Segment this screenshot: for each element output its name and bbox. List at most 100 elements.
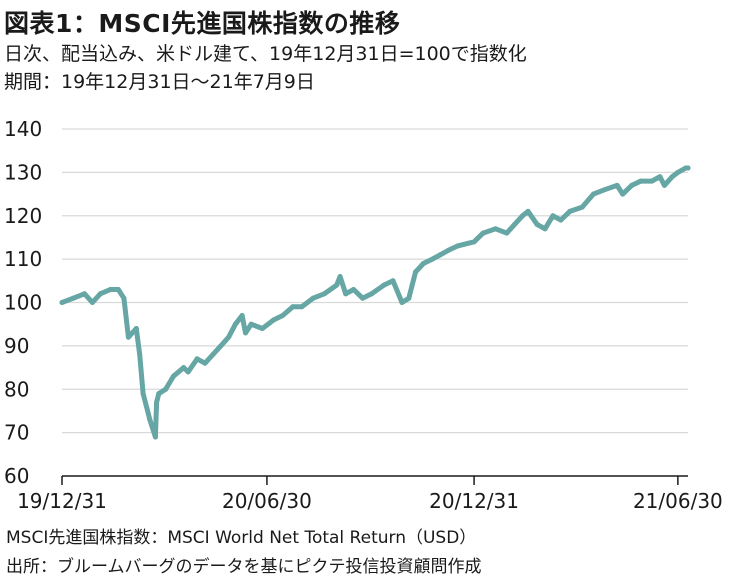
data-point <box>202 360 208 366</box>
data-point <box>115 287 121 292</box>
chart-title: 図表1：MSCI先進国株指数の推移 <box>4 9 401 38</box>
x-tick-label-2: 20/12/31 <box>429 489 519 513</box>
y-tick-label-120: 120 <box>4 204 42 228</box>
data-point <box>399 300 405 305</box>
data-point <box>512 221 518 227</box>
data-point <box>140 391 146 397</box>
line-chart: 60 70 80 90 100 110 120 130 140 19/12/31 20/06/30… <box>4 117 723 513</box>
chart-subtitle-period: 期間：19年12月31日～21年7月9日 <box>4 71 315 93</box>
data-point <box>243 330 248 336</box>
data-point <box>337 274 343 279</box>
data-point <box>125 334 131 340</box>
data-point <box>471 239 477 245</box>
data-point <box>657 174 663 180</box>
data-point <box>504 230 510 236</box>
data-point <box>445 247 451 253</box>
data-point <box>360 295 366 301</box>
data-point <box>381 282 387 288</box>
data-point <box>321 291 327 297</box>
data-point <box>454 243 460 249</box>
data-point <box>152 434 158 440</box>
data-point <box>194 356 200 362</box>
data-point <box>638 178 644 184</box>
data-point <box>590 191 596 197</box>
data-point <box>299 304 305 310</box>
series-layer <box>59 165 691 440</box>
data-point <box>145 408 151 414</box>
data-point <box>280 313 286 318</box>
x-tick-label-1: 20/06/30 <box>222 489 312 513</box>
data-point <box>525 208 531 214</box>
data-point <box>369 291 375 297</box>
data-point <box>163 386 169 392</box>
data-point <box>493 226 498 232</box>
data-point <box>629 182 635 188</box>
data-point <box>310 295 316 301</box>
data-point <box>82 291 87 297</box>
x-axis: 19/12/31 20/06/30 20/12/31 21/06/30 <box>17 475 723 513</box>
index-definition-note: MSCI先進国株指数：MSCI World Net Total Return（U… <box>6 528 477 548</box>
data-point <box>480 230 486 236</box>
data-point <box>542 226 548 232</box>
data-point <box>534 221 540 227</box>
data-point <box>413 269 418 275</box>
source-note: 出所：ブルームバーグのデータを基にピクテ投信投資顧問作成 <box>6 557 482 577</box>
data-point <box>121 295 127 301</box>
data-point <box>181 365 187 371</box>
data-point <box>154 399 160 405</box>
data-point <box>437 252 443 258</box>
data-point <box>59 300 65 305</box>
x-tick-label-3: 21/06/30 <box>633 489 723 513</box>
data-point <box>602 187 608 193</box>
y-tick-label-130: 130 <box>4 160 42 184</box>
data-point <box>259 326 265 331</box>
data-point <box>661 182 667 188</box>
grid-lines <box>62 128 688 434</box>
data-point <box>334 282 340 288</box>
data-point <box>343 291 349 297</box>
x-tick-label-0: 19/12/31 <box>17 489 107 513</box>
data-point <box>649 178 655 184</box>
data-point <box>685 165 691 171</box>
data-point <box>137 352 143 358</box>
data-point <box>171 373 176 379</box>
data-point <box>290 304 296 310</box>
data-point <box>97 291 103 297</box>
data-point <box>218 343 224 349</box>
data-point <box>520 213 525 219</box>
data-point <box>620 191 626 197</box>
data-point <box>614 182 620 188</box>
y-tick-label-90: 90 <box>4 334 29 358</box>
y-tick-label-100: 100 <box>4 291 42 315</box>
data-point <box>271 317 277 323</box>
data-point <box>669 174 675 180</box>
y-tick-label-80: 80 <box>4 377 29 401</box>
data-point <box>579 204 585 210</box>
chart-subtitle-basis: 日次、配当込み、米ドル建て、19年12月31日=100で指数化 <box>4 43 527 65</box>
data-point <box>232 321 238 327</box>
data-point <box>70 295 76 301</box>
data-point <box>239 313 245 318</box>
data-point <box>156 391 162 397</box>
data-point <box>107 287 113 292</box>
data-point <box>147 417 153 423</box>
y-tick-label-60: 60 <box>4 464 29 488</box>
y-axis: 60 70 80 90 100 110 120 130 140 <box>4 117 42 488</box>
y-tick-label-140: 140 <box>4 117 42 141</box>
data-point <box>406 295 412 301</box>
data-point <box>351 287 357 292</box>
data-point <box>390 278 396 284</box>
data-point <box>429 256 435 262</box>
data-point <box>567 208 573 214</box>
data-point <box>558 217 564 223</box>
data-point <box>133 326 139 331</box>
data-point <box>420 261 426 266</box>
data-point <box>89 300 95 305</box>
data-point <box>226 334 232 340</box>
y-tick-label-110: 110 <box>4 247 42 271</box>
data-point <box>675 169 681 175</box>
data-point <box>210 352 216 358</box>
data-point <box>185 369 191 375</box>
data-point <box>550 213 556 219</box>
data-point <box>248 321 254 327</box>
